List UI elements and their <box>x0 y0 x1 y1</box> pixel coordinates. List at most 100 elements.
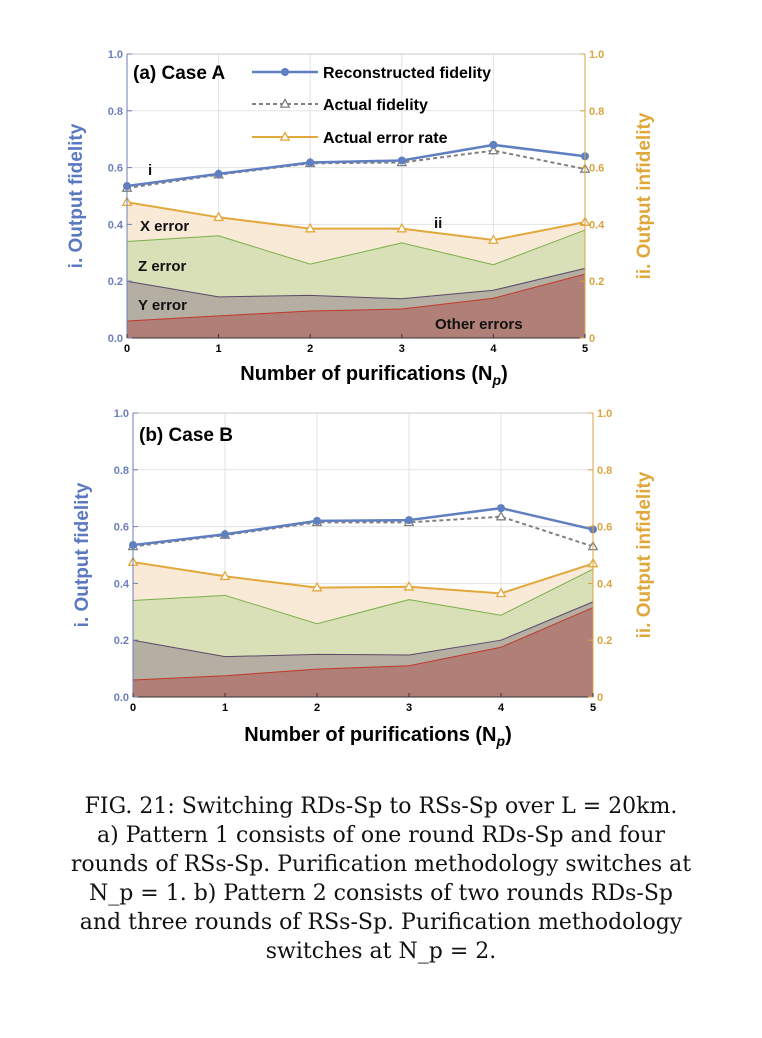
y-tick-label-left: 0.4 <box>108 219 124 231</box>
z-error-label: Z error <box>138 258 187 275</box>
x-tick-label: 2 <box>314 702 320 714</box>
y-tick-label-left: 0.8 <box>114 465 129 477</box>
reconstructed-fidelity-point <box>221 530 229 539</box>
x-tick-label: 1 <box>216 343 222 355</box>
marker-ii-label: ii <box>434 215 442 232</box>
y-tick-label-left: 0.0 <box>114 692 129 704</box>
y-axis-label-right: ii. Output infidelity <box>634 471 655 638</box>
error-rate-point <box>495 587 507 598</box>
chart-panel-a: 0.0 0.2 0.4 0.6 0.8 1.0 0 0.2 0.4 0.6 0.8 1.0 0 1 2 3 4 5… <box>66 49 655 388</box>
legend-actual-label: Actual fidelity <box>323 97 428 114</box>
figure-canvas: 0.0 0.2 0.4 0.6 0.8 1.0 0 0.2 0.4 0.6 0.8 1.0 0 1 2 3 4 5… <box>66 49 655 749</box>
y-tick-label-left: 0.2 <box>108 276 123 288</box>
actual-fidelity-point <box>488 144 499 155</box>
y-axis-label-left: i. Output fidelity <box>66 123 87 268</box>
y-axis-label-right: ii. Output infidelity <box>634 112 655 279</box>
caption-line-2: a) Pattern 1 consists of one round RDs-S… <box>97 823 665 848</box>
error-rate-point <box>213 211 224 222</box>
y-error-area <box>133 601 593 680</box>
error-rate-point <box>219 570 231 581</box>
actual-fidelity-line <box>126 149 586 190</box>
panel-title: (b) Case B <box>139 425 233 446</box>
chart-panel-b: 0.0 0.2 0.4 0.6 0.8 1.0 0 0.2 0.4 0.6 0.8 1.0 0 1 2 3 4 5… <box>72 408 655 749</box>
legend-reconstructed-marker <box>281 68 289 76</box>
y-tick-label-left: 0.0 <box>108 333 123 345</box>
reconstructed-fidelity-point <box>397 156 406 165</box>
y-tick-label-right: 0.2 <box>589 276 604 288</box>
y-tick-label-left: 1.0 <box>114 408 129 420</box>
other-error-area <box>127 274 585 338</box>
figure-caption: FIG. 21: Switching RDs-Sp to RSs-Sp over… <box>14 792 748 966</box>
legend-reconstructed-label: Reconstructed fidelity <box>323 65 491 82</box>
z-error-area <box>127 230 585 299</box>
y-tick-label-left: 0.2 <box>114 635 129 647</box>
y-tick-label-right: 0 <box>589 333 595 345</box>
y-tick-label-right: 1.0 <box>589 49 604 61</box>
x-error-area <box>127 202 585 265</box>
marker-i-label: i <box>148 162 152 179</box>
y-tick-label-right: 1.0 <box>597 408 612 420</box>
y-tick-label-right: 0.4 <box>597 578 613 590</box>
error-rate-point <box>304 222 316 233</box>
actual-fidelity-point <box>495 510 507 521</box>
legend-actual-marker <box>279 98 291 108</box>
x-tick-label: 5 <box>582 343 588 355</box>
other-error-boundary-line <box>132 607 594 681</box>
x-tick-label: 3 <box>399 343 405 355</box>
other-error-boundary-line <box>126 273 586 322</box>
reconstructed-fidelity-point <box>489 140 498 149</box>
x-tick-label: 4 <box>490 343 497 355</box>
x-error-area <box>133 562 593 624</box>
y-axis-label-left: i. Output fidelity <box>72 482 93 627</box>
y-tick-label-left: 0.6 <box>114 522 129 534</box>
y-error-label: Y error <box>138 297 187 314</box>
reconstructed-fidelity-point <box>497 504 505 513</box>
error-rate-point <box>403 580 415 591</box>
x-axis-label: Number of purifications (Np) <box>244 724 511 749</box>
reconstructed-fidelity-line <box>126 143 586 188</box>
x-tick-label: 5 <box>590 702 596 714</box>
y-error-boundary-line <box>126 267 586 300</box>
z-error-boundary-line <box>126 229 586 266</box>
x-tick-label: 4 <box>498 702 505 714</box>
reconstructed-fidelity-point <box>306 158 315 167</box>
y-tick-label-left: 1.0 <box>108 49 123 61</box>
z-error-boundary-line <box>132 568 594 625</box>
caption-line-5: and three rounds of RSs-Sp. Purification… <box>79 910 683 935</box>
x-tick-label: 0 <box>130 702 136 714</box>
y-tick-label-right: 0 <box>597 692 603 704</box>
x-axis-label: Number of purifications (Np) <box>240 363 507 388</box>
y-error-boundary-line <box>132 601 594 658</box>
reconstructed-fidelity-point <box>405 516 413 525</box>
z-error-area <box>133 569 593 657</box>
y-tick-label-right: 0.6 <box>589 163 604 175</box>
panel-title: (a) Case A <box>133 63 225 84</box>
other-errors-label: Other errors <box>435 316 523 333</box>
reconstructed-fidelity-line <box>132 506 594 547</box>
y-tick-label-left: 0.4 <box>114 578 130 590</box>
error-rate-line <box>126 201 586 242</box>
caption-line-6: switches at N_p = 2. <box>265 939 497 964</box>
y-tick-label-right: 0.4 <box>589 219 605 231</box>
other-error-area <box>133 607 593 697</box>
error-rate-line <box>132 561 594 595</box>
y-tick-label-right: 0.8 <box>597 465 612 477</box>
legend-error-rate-marker <box>279 131 291 141</box>
reconstructed-fidelity-point <box>214 169 223 178</box>
x-error-label: X error <box>140 218 189 235</box>
x-tick-label: 2 <box>307 343 313 355</box>
y-tick-label-right: 0.6 <box>597 522 612 534</box>
caption-line-1: FIG. 21: Switching RDs-Sp to RSs-Sp over… <box>84 794 678 819</box>
legend-error-rate-label: Actual error rate <box>323 130 448 147</box>
error-rate-point <box>488 234 499 244</box>
x-tick-label: 0 <box>124 343 130 355</box>
error-rate-point <box>396 222 408 233</box>
y-tick-label-right: 0.8 <box>589 106 604 118</box>
x-tick-label: 1 <box>222 702 228 714</box>
error-rate-point <box>311 581 323 592</box>
reconstructed-fidelity-point <box>313 516 321 525</box>
caption-line-3: rounds of RSs-Sp. Purification methodolo… <box>70 852 692 877</box>
y-error-area <box>127 268 585 321</box>
x-tick-label: 3 <box>406 702 412 714</box>
y-tick-label-left: 0.8 <box>108 106 123 118</box>
